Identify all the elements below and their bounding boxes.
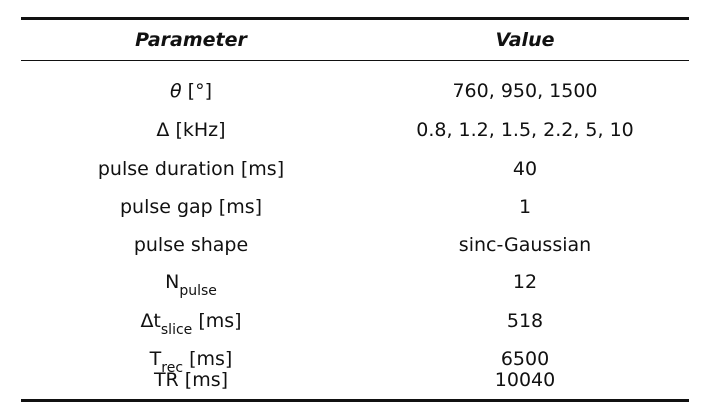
value-cell: 1 [518, 195, 532, 218]
parameter-symbol: θ [170, 79, 182, 102]
table-row: TR [ms] 10040 [21, 361, 689, 399]
parameter-cell: pulse shape [21, 233, 361, 256]
parameter-symbol: N [165, 270, 180, 293]
parameter-name: pulse duration [97, 157, 235, 180]
parameter-cell: pulse duration [ms] [21, 157, 361, 180]
table-header-row: Parameter Value [21, 20, 689, 60]
parameter-symbol: Δt [140, 309, 161, 332]
parameter-unit: [ms] [212, 195, 263, 218]
table-row: Npulse 12 [21, 263, 689, 301]
parameter-column-header: Parameter [135, 28, 247, 51]
table-row: pulse shape sinc-Gaussian [21, 226, 689, 264]
parameter-unit: [kHz] [169, 118, 226, 141]
parameter-subscript: slice [160, 321, 193, 338]
parameter-cell: Trec [ms] [21, 347, 361, 375]
parameter-unit: [ms] [183, 347, 233, 370]
table-row: Δtslice [ms] 518 [21, 302, 689, 340]
parameter-cell: Npulse [21, 270, 361, 298]
table-top-rule [21, 17, 689, 20]
parameter-name: pulse shape [133, 233, 249, 256]
parameter-cell: θ [°] [21, 79, 361, 102]
value-cell: 10040 [494, 368, 556, 391]
parameter-unit: [°] [181, 79, 212, 102]
parameter-subscript: rec [161, 359, 184, 376]
table-header-rule [21, 60, 689, 61]
value-column-header: Value [495, 28, 555, 51]
parameter-table: Parameter Value θ [°] 760, 950, 1500 Δ [… [21, 17, 689, 402]
value-cell: 0.8, 1.2, 1.5, 2.2, 5, 10 [416, 118, 634, 141]
value-cell: 518 [506, 309, 544, 332]
parameter-unit: [ms] [192, 309, 242, 332]
value-cell: 12 [512, 270, 538, 293]
parameter-cell: Δ [kHz] [21, 118, 361, 141]
value-cell: sinc-Gaussian [458, 233, 592, 256]
table-row: θ [°] 760, 950, 1500 [21, 72, 689, 110]
parameter-cell: TR [ms] [21, 368, 361, 391]
parameter-unit: [ms] [234, 157, 285, 180]
table-bottom-rule [21, 399, 689, 402]
value-cell: 40 [512, 157, 538, 180]
parameter-cell: Δtslice [ms] [21, 309, 361, 337]
table-row: Trec [ms] 6500 [21, 340, 689, 378]
parameter-symbol: T [149, 347, 162, 370]
value-cell: 760, 950, 1500 [452, 79, 598, 102]
value-cell: 6500 [500, 347, 550, 370]
table-row: pulse gap [ms] 1 [21, 188, 689, 226]
parameter-subscript: pulse [179, 282, 217, 299]
parameter-name: pulse gap [119, 195, 213, 218]
parameter-cell: pulse gap [ms] [21, 195, 361, 218]
parameter-unit: [ms] [178, 368, 229, 391]
parameter-symbol: Δ [156, 118, 170, 141]
parameter-name: TR [153, 368, 179, 391]
table-row: pulse duration [ms] 40 [21, 150, 689, 188]
table-row: Δ [kHz] 0.8, 1.2, 1.5, 2.2, 5, 10 [21, 111, 689, 149]
